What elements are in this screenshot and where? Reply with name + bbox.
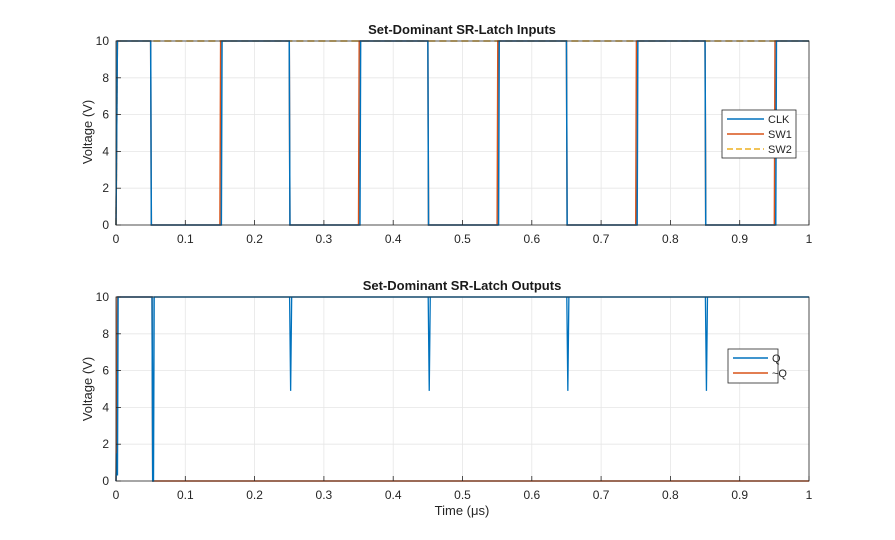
- outputs-subplot: Set-Dominant SR-Latch Outputs Voltage (V…: [80, 278, 813, 518]
- inputs-subplot: Set-Dominant SR-Latch Inputs Voltage (V)…: [80, 22, 813, 246]
- inputs-y-tick-label: 6: [102, 108, 109, 122]
- inputs-y-tick-label: 0: [102, 218, 109, 232]
- inputs-y-tick-label: 10: [96, 34, 110, 48]
- outputs-x-tick-label: 0.2: [246, 488, 263, 502]
- inputs-x-tick-label: 0.9: [731, 232, 748, 246]
- outputs-y-tick-label: 4: [102, 400, 109, 414]
- inputs-x-tick-label: 0.5: [454, 232, 471, 246]
- inputs-chart-title: Set-Dominant SR-Latch Inputs: [368, 22, 556, 37]
- inputs-x-tick-label: 0.7: [593, 232, 610, 246]
- outputs-legend: Q ~Q: [727, 348, 787, 384]
- inputs-x-tick-label: 0.8: [662, 232, 679, 246]
- outputs-y-tick-label: 10: [96, 290, 110, 304]
- outputs-y-tick-label: 2: [102, 437, 109, 451]
- outputs-x-tick-label: 0.1: [177, 488, 194, 502]
- inputs-x-tick-label: 1: [806, 232, 813, 246]
- q-glitch-dip: [427, 296, 431, 391]
- legend-label-sw1: SW1: [768, 129, 792, 141]
- outputs-y-tick-label: 8: [102, 327, 109, 341]
- outputs-x-axis-label: Time (μs): [435, 503, 490, 518]
- outputs-x-tick-label: 0.5: [454, 488, 471, 502]
- outputs-x-tick-label: 0.9: [731, 488, 748, 502]
- outputs-x-tick-label: 1: [806, 488, 813, 502]
- legend-label-clk: CLK: [768, 114, 790, 126]
- inputs-x-tick-label: 0.1: [177, 232, 194, 246]
- inputs-y-tick-label: 4: [102, 144, 109, 158]
- outputs-y-axis-label: Voltage (V): [80, 357, 95, 421]
- outputs-y-tick-label: 6: [102, 364, 109, 378]
- inputs-x-tick-label: 0.2: [246, 232, 263, 246]
- outputs-x-tick-label: 0.4: [385, 488, 402, 502]
- inputs-y-tick-label: 2: [102, 181, 109, 195]
- inputs-legend: CLK SW1 SW2: [721, 109, 797, 159]
- legend-label-sw2: SW2: [768, 144, 792, 156]
- inputs-y-tick-label: 8: [102, 71, 109, 85]
- inputs-x-tick-label: 0.6: [523, 232, 540, 246]
- outputs-x-tick-label: 0.7: [593, 488, 610, 502]
- q-glitch-dip: [288, 296, 293, 391]
- legend-label-not-q: ~Q: [772, 368, 787, 380]
- outputs-chart-title: Set-Dominant SR-Latch Outputs: [363, 278, 562, 293]
- outputs-x-tick-label: 0.6: [523, 488, 540, 502]
- q-glitch-dip: [566, 296, 570, 391]
- outputs-x-tick-label: 0.3: [316, 488, 333, 502]
- inputs-x-tick-label: 0: [113, 232, 120, 246]
- q-glitch-dip: [704, 296, 709, 391]
- legend-label-q: Q: [772, 353, 781, 365]
- outputs-x-tick-label: 0: [113, 488, 120, 502]
- outputs-legend-box: [727, 348, 779, 384]
- inputs-y-axis-label: Voltage (V): [80, 100, 95, 164]
- inputs-x-tick-label: 0.3: [316, 232, 333, 246]
- outputs-x-tick-label: 0.8: [662, 488, 679, 502]
- inputs-x-tick-label: 0.4: [385, 232, 402, 246]
- outputs-y-tick-label: 0: [102, 474, 109, 488]
